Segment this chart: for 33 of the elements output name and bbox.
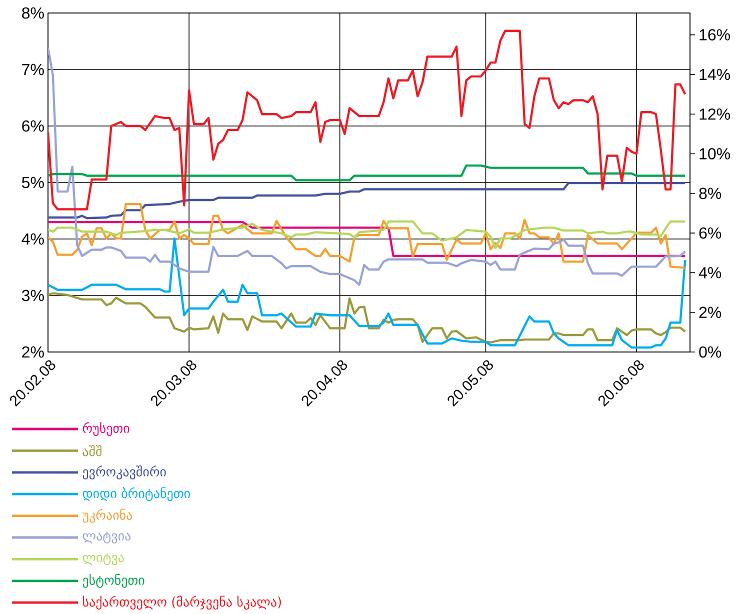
text: დიდი ბრიტანეთი [82,487,190,502]
y-tick-label: 3% [22,290,44,302]
text: ლიტვა [82,553,124,566]
y2-tick-label: 12% [700,108,730,120]
y2-tick-label: 6% [699,227,722,239]
line-series [48,182,686,220]
line-series [48,220,686,250]
y-tick-label: 2% [22,346,44,358]
text: საქართველო (მარჯვენა სკალა) [83,596,281,610]
line-series [48,237,686,349]
text: აშშ [82,445,102,456]
text: ლატვია [82,532,131,544]
y2-tick-label: 2% [699,306,722,318]
line-series [48,202,686,269]
text: უკრაინა [82,508,132,523]
y-tick-label: 6% [22,120,44,132]
y-tick-label: 5% [22,176,44,188]
y2-tick-label: 16% [700,29,730,40]
y2-tick-label: 14% [700,68,730,80]
line-series [48,292,686,344]
y2-tick-label: 4% [698,267,722,278]
y-tick-label: 8% [22,7,44,19]
y2-tick-label: 0% [699,346,722,358]
y-tick-label: 4% [22,233,44,245]
y2-tick-label: 8% [699,188,722,200]
text: ევროკავშირი [82,465,166,480]
y2-tick-label: 10% [700,148,730,160]
line-series [48,46,686,286]
line-series [48,30,686,210]
line-series [48,164,686,182]
y-tick-label: 7% [22,64,44,76]
text: რუსეთი [82,422,130,436]
text: ესტონეთი [82,574,144,588]
